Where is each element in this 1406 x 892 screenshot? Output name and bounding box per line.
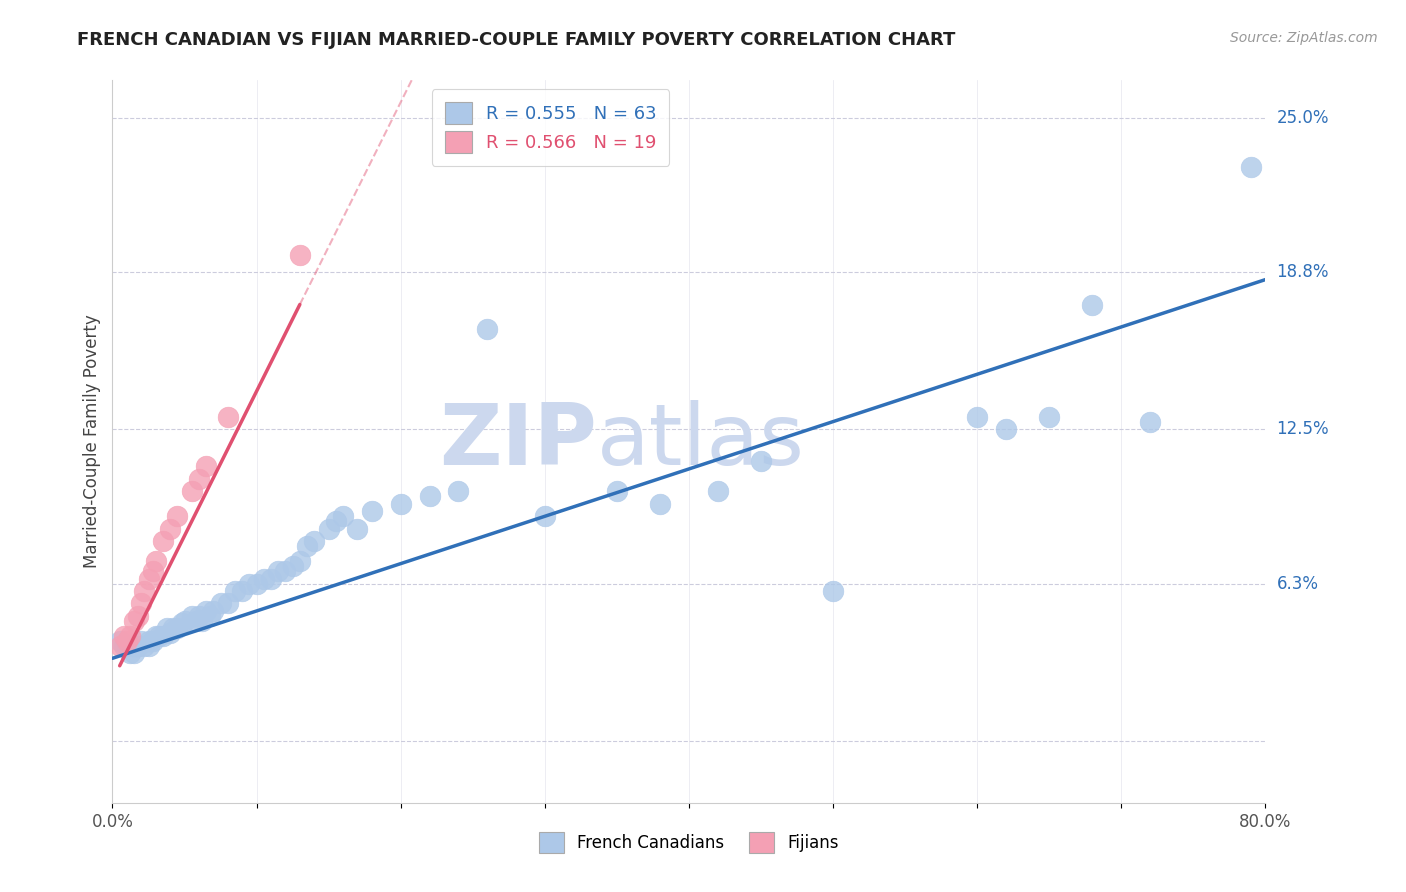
Point <box>152 629 174 643</box>
Point <box>118 646 141 660</box>
Point <box>318 522 340 536</box>
Point <box>184 614 207 628</box>
Point <box>288 554 311 568</box>
Point <box>112 629 135 643</box>
Point <box>749 454 772 468</box>
Text: 18.8%: 18.8% <box>1277 263 1329 281</box>
Text: 25.0%: 25.0% <box>1277 109 1329 127</box>
Point <box>152 534 174 549</box>
Point <box>159 626 181 640</box>
Point <box>707 484 730 499</box>
Point <box>475 322 499 336</box>
Text: FRENCH CANADIAN VS FIJIAN MARRIED-COUPLE FAMILY POVERTY CORRELATION CHART: FRENCH CANADIAN VS FIJIAN MARRIED-COUPLE… <box>77 31 956 49</box>
Point <box>112 639 135 653</box>
Point <box>145 629 167 643</box>
Text: Source: ZipAtlas.com: Source: ZipAtlas.com <box>1230 31 1378 45</box>
Text: 6.3%: 6.3% <box>1277 574 1319 592</box>
Point <box>238 576 260 591</box>
Point <box>360 504 382 518</box>
Point <box>419 489 441 503</box>
Point <box>142 564 165 578</box>
Point <box>122 639 145 653</box>
Point <box>224 584 246 599</box>
Point <box>191 614 214 628</box>
Point <box>138 572 160 586</box>
Point <box>447 484 470 499</box>
Point <box>148 629 170 643</box>
Point <box>127 609 149 624</box>
Legend: French Canadians, Fijians: French Canadians, Fijians <box>531 826 846 860</box>
Point <box>195 459 218 474</box>
Point <box>995 422 1018 436</box>
Text: atlas: atlas <box>596 400 804 483</box>
Point <box>118 629 141 643</box>
Point <box>188 472 211 486</box>
Point <box>966 409 988 424</box>
Point <box>127 639 149 653</box>
Point <box>145 554 167 568</box>
Point <box>346 522 368 536</box>
Point <box>115 639 138 653</box>
Text: 12.5%: 12.5% <box>1277 420 1329 438</box>
Point <box>166 621 188 635</box>
Point <box>134 639 156 653</box>
Point <box>281 559 304 574</box>
Point <box>267 564 290 578</box>
Point <box>129 597 153 611</box>
Point <box>325 514 347 528</box>
Point <box>129 633 153 648</box>
Point <box>108 639 131 653</box>
Point <box>304 534 326 549</box>
Point <box>180 609 202 624</box>
Point <box>166 509 188 524</box>
Point <box>195 604 218 618</box>
Point <box>260 572 283 586</box>
Point <box>1240 161 1263 175</box>
Point <box>1139 415 1161 429</box>
Point <box>246 576 269 591</box>
Point <box>288 248 311 262</box>
Point <box>389 497 412 511</box>
Point <box>122 614 145 628</box>
Point <box>1038 409 1060 424</box>
Point <box>188 609 211 624</box>
Point <box>534 509 557 524</box>
Point <box>202 604 225 618</box>
Point <box>170 616 193 631</box>
Text: ZIP: ZIP <box>439 400 596 483</box>
Point <box>217 409 239 424</box>
Point <box>142 633 165 648</box>
Point <box>156 621 179 635</box>
Point <box>606 484 628 499</box>
Point <box>821 584 844 599</box>
Point <box>650 497 672 511</box>
Point <box>138 633 160 648</box>
Point <box>173 614 195 628</box>
Point <box>162 621 184 635</box>
Point <box>200 609 222 624</box>
Point <box>1081 297 1104 311</box>
Point <box>180 484 202 499</box>
Point <box>134 584 156 599</box>
Point <box>295 539 318 553</box>
Point <box>253 572 276 586</box>
Point <box>138 639 160 653</box>
Point <box>231 584 253 599</box>
Point <box>108 633 131 648</box>
Point <box>209 597 232 611</box>
Point <box>115 633 138 648</box>
Point <box>122 646 145 660</box>
Point <box>159 522 181 536</box>
Y-axis label: Married-Couple Family Poverty: Married-Couple Family Poverty <box>83 315 101 568</box>
Point <box>332 509 354 524</box>
Point <box>217 597 239 611</box>
Point <box>274 564 297 578</box>
